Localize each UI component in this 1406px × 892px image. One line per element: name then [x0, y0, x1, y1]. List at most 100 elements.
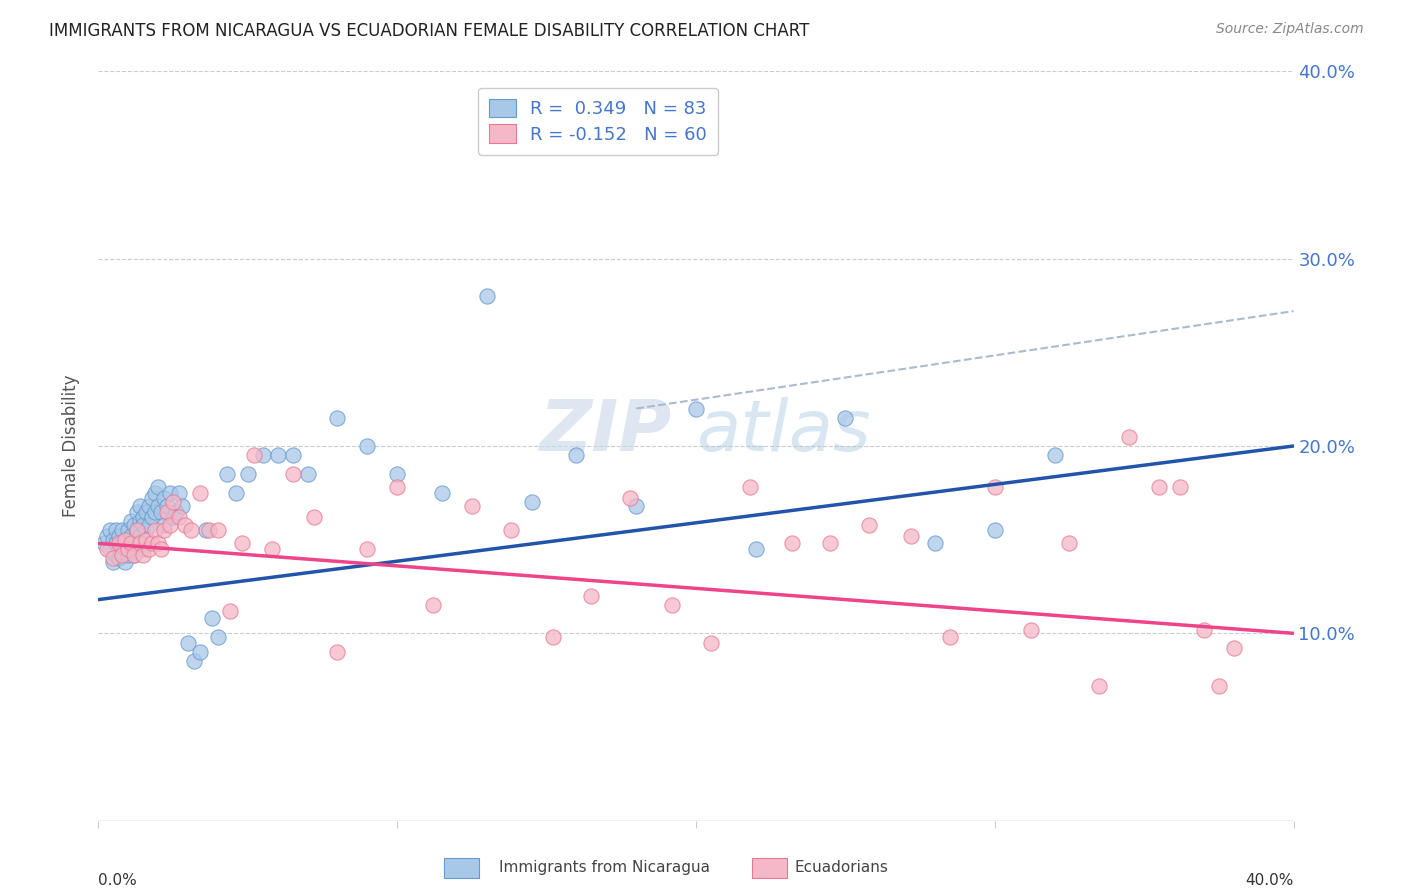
Point [138, 499, 160, 513]
Point [103, 533, 125, 547]
Point [167, 486, 190, 500]
Point [172, 499, 194, 513]
Point [326, 645, 349, 659]
Point [135, 533, 157, 547]
Point [93, 536, 115, 550]
Point [1019, 623, 1042, 637]
Point [1168, 480, 1191, 494]
Point [167, 510, 190, 524]
Point [541, 630, 564, 644]
Point [685, 401, 707, 416]
Point [141, 510, 163, 524]
Point [153, 524, 176, 538]
Point [108, 536, 131, 550]
Point [700, 635, 723, 649]
Point [207, 524, 229, 538]
Text: Ecuadorians: Ecuadorians [794, 860, 889, 874]
Legend: R =  0.349   N = 83, R = -0.152   N = 60: R = 0.349 N = 83, R = -0.152 N = 60 [478, 88, 718, 154]
Point [745, 542, 768, 557]
Text: 40.0%: 40.0% [1246, 873, 1294, 888]
Point [117, 548, 139, 562]
Point [153, 491, 176, 506]
Point [1147, 480, 1170, 494]
Point [177, 635, 200, 649]
Point [98, 542, 122, 557]
Point [135, 524, 157, 538]
Point [215, 467, 238, 482]
Point [143, 486, 166, 500]
Point [150, 505, 173, 519]
Point [127, 524, 149, 538]
Point [195, 524, 218, 538]
Point [153, 517, 176, 532]
Point [148, 499, 170, 513]
Point [127, 524, 149, 538]
Point [114, 533, 136, 547]
Point [141, 536, 163, 550]
Point [356, 439, 378, 453]
Point [188, 486, 211, 500]
Point [858, 517, 880, 532]
Point [124, 517, 146, 532]
Point [114, 555, 136, 569]
Point [124, 548, 146, 562]
Text: 0.0%: 0.0% [98, 873, 138, 888]
Point [129, 529, 152, 543]
Point [219, 604, 242, 618]
Point [143, 524, 166, 538]
Point [96, 529, 118, 543]
Point [135, 505, 157, 519]
Point [159, 486, 181, 500]
Point [1223, 641, 1246, 656]
Point [900, 529, 922, 543]
Point [207, 630, 229, 644]
Point [105, 536, 128, 550]
Point [939, 630, 962, 644]
Point [1059, 536, 1081, 550]
Point [385, 480, 409, 494]
Text: ZIP: ZIP [540, 397, 672, 466]
Point [148, 536, 170, 550]
Point [120, 542, 142, 557]
Point [1118, 430, 1140, 444]
Point [461, 499, 484, 513]
Point [231, 536, 253, 550]
Point [475, 289, 498, 303]
Point [120, 514, 142, 528]
Point [103, 555, 125, 569]
Point [103, 551, 125, 566]
Point [141, 491, 163, 506]
Point [297, 467, 319, 482]
Point [138, 517, 160, 532]
Text: IMMIGRANTS FROM NICARAGUA VS ECUADORIAN FEMALE DISABILITY CORRELATION CHART: IMMIGRANTS FROM NICARAGUA VS ECUADORIAN … [49, 22, 810, 40]
Point [132, 510, 155, 524]
Point [385, 467, 409, 482]
Point [129, 514, 152, 528]
Point [661, 599, 683, 613]
Point [148, 480, 170, 494]
Point [117, 536, 139, 550]
Y-axis label: Female Disability: Female Disability [62, 375, 80, 517]
Point [138, 542, 160, 557]
Point [162, 510, 184, 524]
Point [1208, 679, 1230, 693]
Point [124, 548, 146, 562]
Point [124, 536, 146, 550]
Point [243, 449, 266, 463]
Point [267, 449, 290, 463]
Point [1088, 679, 1111, 693]
Point [780, 536, 803, 550]
Point [326, 411, 349, 425]
Point [180, 524, 202, 538]
Point [111, 548, 134, 562]
Point [129, 536, 152, 550]
Point [430, 486, 453, 500]
Point [114, 542, 136, 557]
Text: Immigrants from Nicaragua: Immigrants from Nicaragua [499, 860, 710, 874]
Point [156, 505, 179, 519]
Point [260, 542, 283, 557]
Point [236, 467, 259, 482]
Point [1043, 449, 1066, 463]
Point [111, 548, 134, 562]
Point [132, 542, 155, 557]
